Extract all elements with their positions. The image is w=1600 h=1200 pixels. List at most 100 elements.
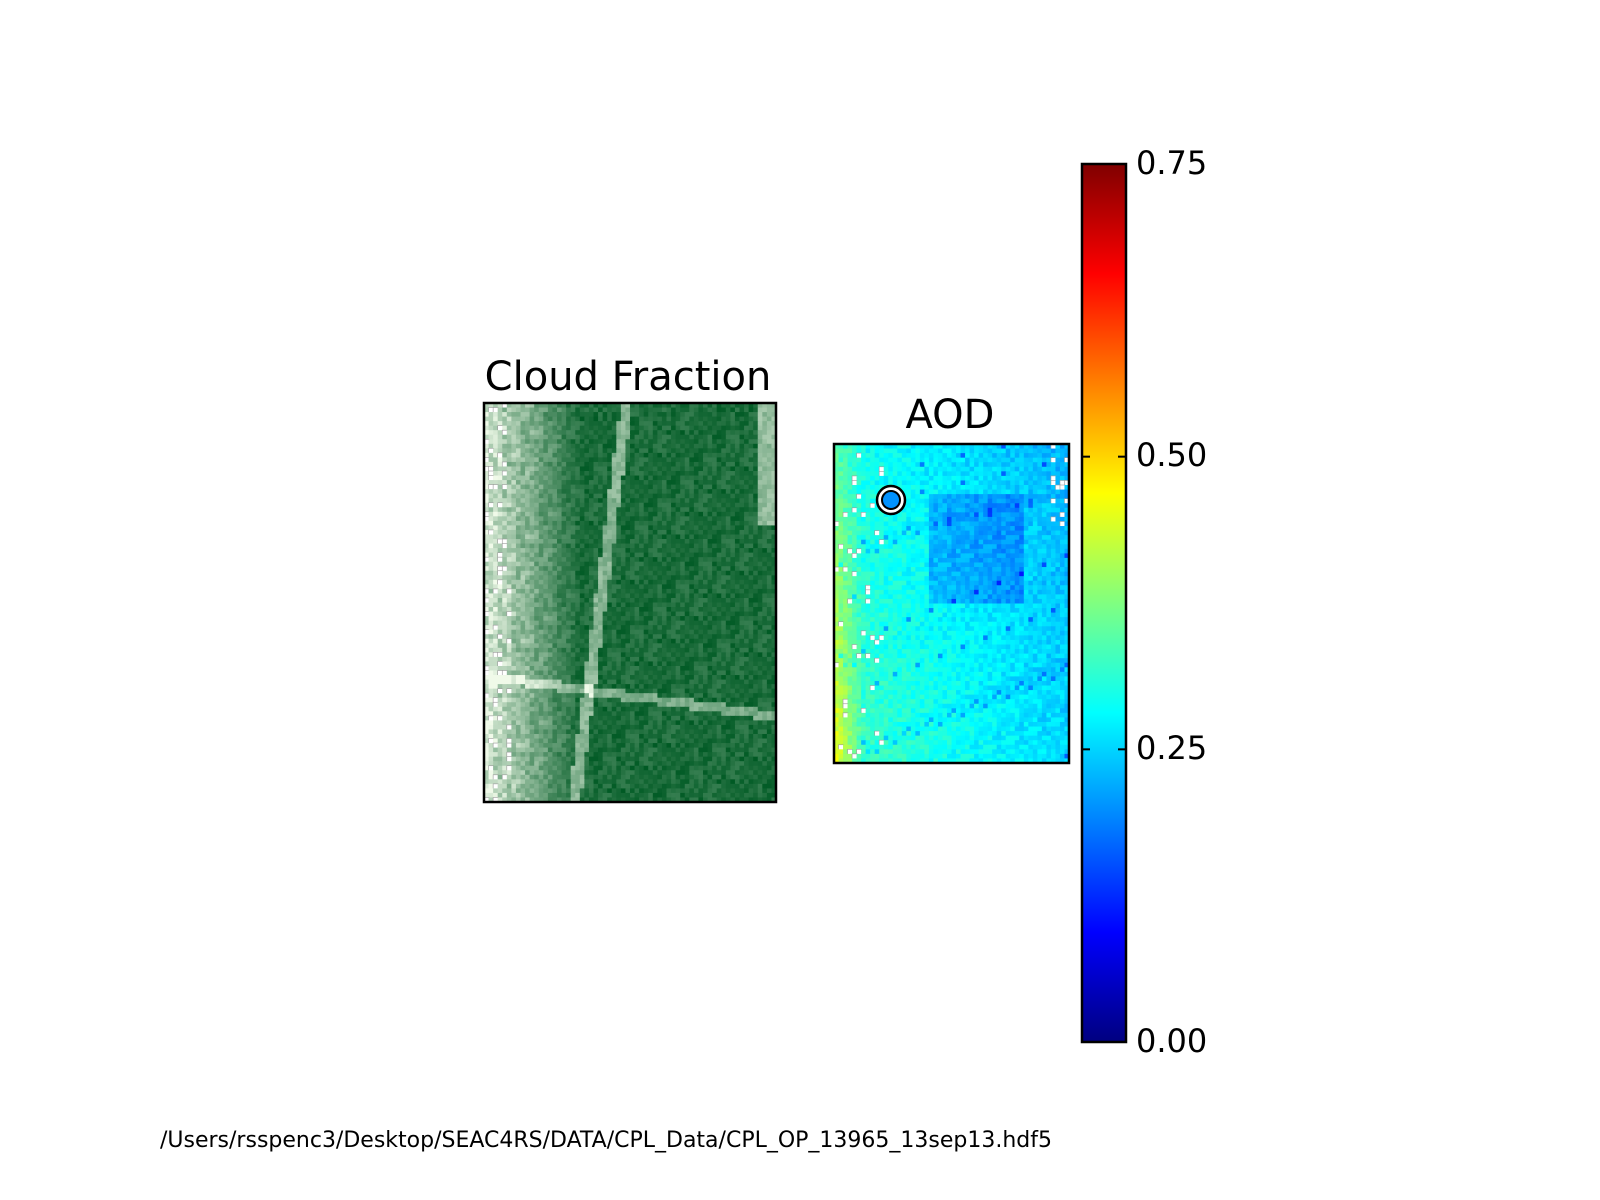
cloud-fraction-cell	[547, 516, 554, 522]
cloud-fraction-cell	[661, 561, 668, 567]
cloud-fraction-cell	[634, 461, 640, 468]
cloud-fraction-cell	[557, 407, 563, 413]
cloud-fraction-cell	[493, 607, 499, 613]
cloud-fraction-cell	[616, 584, 622, 590]
cloud-fraction-cell	[744, 570, 750, 576]
cloud-fraction-cell	[634, 593, 640, 599]
cloud-fraction-cell	[598, 557, 604, 563]
cloud-fraction-cell	[630, 607, 636, 613]
cloud-fraction-cell	[757, 539, 763, 545]
cloud-fraction-cell	[703, 706, 709, 712]
cloud-fraction-cell	[484, 443, 490, 449]
cloud-fraction-cell	[488, 529, 495, 536]
cloud-fraction-cell	[598, 421, 604, 427]
cloud-fraction-cell	[607, 448, 613, 454]
cloud-fraction-cell	[703, 729, 709, 735]
cloud-fraction-cell	[584, 688, 590, 694]
cloud-fraction-cell	[547, 575, 554, 581]
cloud-fraction-cell	[684, 656, 690, 663]
cloud-fraction-cell	[502, 738, 508, 744]
cloud-fraction-cell	[652, 652, 658, 658]
cloud-fraction-cell	[771, 656, 777, 663]
cloud-fraction-cell	[543, 579, 549, 585]
cloud-fraction-cell	[661, 430, 668, 436]
cloud-fraction-cell	[584, 616, 590, 622]
cloud-fraction-cell	[634, 697, 640, 703]
cloud-fraction-cell	[602, 579, 608, 585]
cloud-fraction-cell	[693, 548, 700, 554]
cloud-fraction-cell	[598, 652, 604, 658]
cloud-fraction-cell	[502, 616, 508, 622]
cloud-fraction-cell	[630, 525, 636, 531]
cloud-fraction-cell	[557, 425, 563, 431]
cloud-fraction-cell	[538, 661, 544, 667]
cloud-fraction-cell	[721, 752, 727, 758]
cloud-fraction-cell	[570, 702, 576, 708]
cloud-fraction-cell	[748, 566, 754, 572]
cloud-fraction-cell	[525, 665, 531, 672]
cloud-fraction-cell	[734, 711, 741, 717]
cloud-fraction-cell	[693, 570, 700, 576]
cloud-fraction-cell	[634, 688, 640, 694]
cloud-fraction-cell	[643, 466, 649, 472]
cloud-fraction-cell	[639, 665, 645, 672]
cloud-fraction-cell	[493, 629, 499, 635]
cloud-fraction-cell	[593, 738, 599, 744]
cloud-fraction-cell	[561, 480, 567, 486]
cloud-fraction-cell	[525, 552, 531, 558]
cloud-fraction-cell	[771, 593, 777, 599]
cloud-fraction-cell	[493, 747, 499, 753]
cloud-fraction-cell	[575, 484, 581, 490]
cloud-fraction-cell	[757, 507, 763, 513]
cloud-fraction-cell	[484, 489, 490, 495]
cloud-fraction-cell	[593, 656, 599, 663]
cloud-fraction-cell	[661, 738, 668, 744]
cloud-fraction-cell	[611, 403, 617, 409]
cloud-fraction-cell	[593, 557, 599, 563]
cloud-fraction-cell	[570, 733, 576, 740]
cloud-fraction-cell	[538, 647, 544, 653]
cloud-fraction-cell	[575, 407, 581, 413]
cloud-fraction-cell	[534, 733, 540, 740]
cloud-fraction-cell	[744, 548, 750, 554]
cloud-fraction-cell	[497, 720, 503, 726]
cloud-fraction-cell	[502, 579, 508, 585]
cloud-fraction-cell	[675, 570, 681, 576]
cloud-fraction-cell	[579, 561, 585, 567]
cloud-fraction-cell	[534, 738, 540, 744]
cloud-fraction-cell	[593, 534, 599, 540]
cloud-fraction-cell	[529, 452, 535, 459]
cloud-fraction-cell	[616, 475, 622, 481]
cloud-fraction-cell	[712, 457, 718, 463]
cloud-fraction-cell	[643, 552, 649, 558]
cloud-fraction-cell	[575, 743, 581, 749]
cloud-fraction-cell	[771, 525, 777, 531]
cloud-fraction-cell	[493, 638, 499, 644]
cloud-fraction-cell	[620, 539, 627, 545]
cloud-fraction-cell	[552, 511, 558, 517]
cloud-fraction-cell	[588, 452, 595, 459]
cloud-fraction-cell	[520, 579, 526, 585]
cloud-fraction-cell	[730, 711, 736, 717]
cloud-fraction-cell	[570, 597, 576, 604]
cloud-fraction-cell	[757, 729, 763, 735]
cloud-fraction-cell	[547, 439, 554, 445]
cloud-fraction-cell	[557, 684, 563, 690]
cloud-fraction-cell	[625, 502, 631, 508]
cloud-fraction-cell	[739, 675, 745, 681]
cloud-fraction-cell	[515, 452, 522, 459]
cloud-fraction-cell	[689, 575, 695, 581]
cloud-fraction-cell	[534, 661, 540, 667]
cloud-fraction-cell	[588, 403, 595, 409]
cloud-fraction-cell	[648, 693, 654, 699]
cloud-fraction-cell	[575, 670, 581, 676]
cloud-fraction-cell	[575, 480, 581, 486]
cloud-fraction-cell	[566, 656, 572, 663]
cloud-fraction-cell	[588, 570, 595, 576]
cloud-fraction-cell	[575, 529, 581, 536]
cloud-fraction-cell	[607, 525, 613, 531]
cloud-fraction-cell	[620, 597, 627, 604]
cloud-fraction-cell	[712, 702, 718, 708]
cloud-fraction-cell	[703, 702, 709, 708]
cloud-fraction-cell	[634, 430, 640, 436]
